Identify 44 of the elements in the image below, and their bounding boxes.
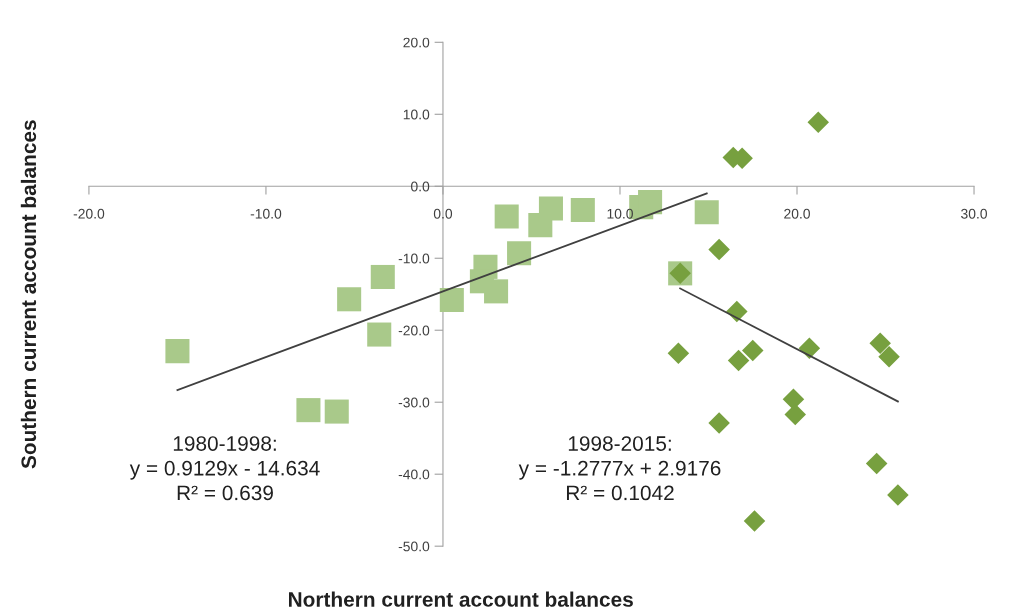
x-tick-label: -10.0 xyxy=(250,208,282,219)
point xyxy=(494,204,519,229)
point xyxy=(370,264,395,289)
point xyxy=(807,111,830,133)
y-axis-title: Southern current account balances xyxy=(20,120,37,469)
point xyxy=(865,452,888,475)
y-tick-label: 0.0 xyxy=(411,181,430,192)
y-tick-label: -20.0 xyxy=(398,325,430,336)
point xyxy=(798,337,821,359)
point xyxy=(570,197,595,223)
point xyxy=(694,200,719,225)
point xyxy=(324,399,349,424)
point xyxy=(296,398,321,423)
point xyxy=(708,238,730,261)
point xyxy=(727,349,750,372)
point xyxy=(638,190,663,215)
point xyxy=(667,342,690,365)
y-tick-label: -10.0 xyxy=(398,253,430,264)
x-axis-title: Northern current account balances xyxy=(289,591,633,607)
x-tick-label: 20.0 xyxy=(784,208,810,219)
point xyxy=(869,332,891,354)
point xyxy=(439,287,464,313)
x-tick-label: 0.0 xyxy=(433,208,453,219)
y-tick-label: -40.0 xyxy=(398,469,430,480)
point xyxy=(367,322,392,347)
point xyxy=(708,412,730,434)
point xyxy=(743,510,766,532)
annotation: 1980-1998: y = 0.9129x - 14.634 R² = 0.639 xyxy=(129,436,320,501)
point xyxy=(484,279,509,304)
y-tick-label: -50.0 xyxy=(398,541,430,552)
x-tick-label: 30.0 xyxy=(961,208,987,219)
point xyxy=(741,339,764,362)
point xyxy=(538,196,563,221)
y-tick-label: 20.0 xyxy=(403,37,430,48)
point xyxy=(784,403,806,426)
y-tick-label: 10.0 xyxy=(403,109,430,120)
point xyxy=(887,484,909,506)
point xyxy=(337,287,362,312)
y-tick-label: -30.0 xyxy=(398,397,430,408)
x-tick-label: -20.0 xyxy=(73,208,105,219)
point xyxy=(165,339,190,364)
annotation: 1998-2015: y = -1.2777x + 2.9176 R² = 0.1042 xyxy=(518,436,721,501)
point xyxy=(878,346,900,368)
point xyxy=(507,241,532,266)
